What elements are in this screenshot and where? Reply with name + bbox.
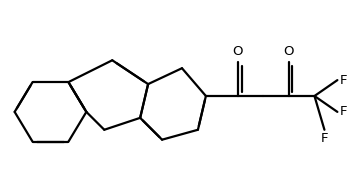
Text: F: F (339, 105, 347, 118)
Text: O: O (283, 45, 294, 58)
Text: O: O (233, 45, 243, 58)
Text: F: F (321, 132, 328, 145)
Text: F: F (339, 74, 347, 87)
